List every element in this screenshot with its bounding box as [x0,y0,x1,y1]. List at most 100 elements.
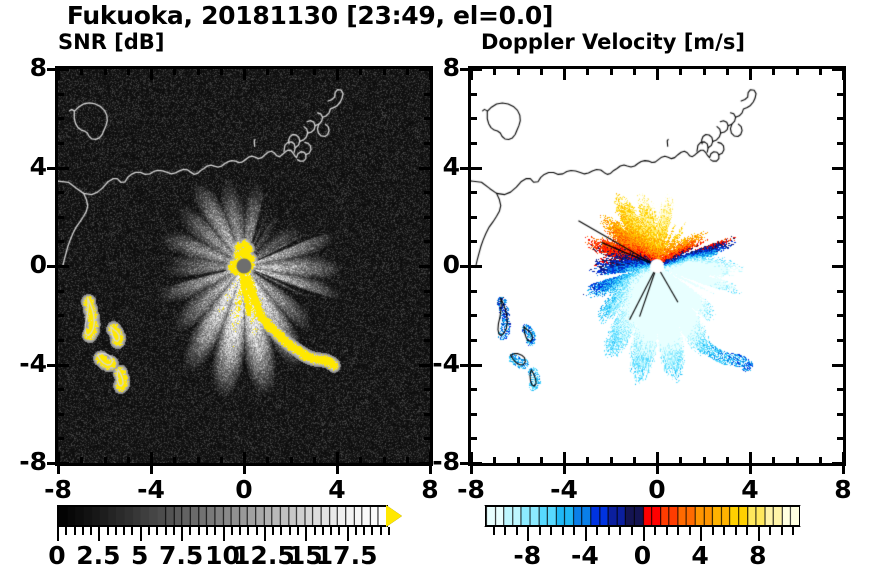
axis-tick [471,216,477,219]
axis-tick [772,69,775,75]
colorbar-tick [619,527,621,535]
axis-tick [58,216,64,219]
colorbar-tick [539,527,541,535]
colorbar-tick [504,527,506,535]
axis-tick [47,68,55,71]
axis-tick [703,457,706,463]
axis-tick [406,69,409,75]
axis-tick [517,457,520,463]
axis-tick [471,290,477,293]
snr-radar-image [58,69,430,463]
y-tick-label: -4 [19,348,47,378]
axis-tick [424,437,430,440]
colorbar-tick [148,527,150,535]
axis-tick [837,117,843,120]
axis-tick [58,388,64,391]
axis-tick [837,142,843,145]
colorbar-tick [256,527,258,535]
axis-tick [313,457,316,463]
axis-tick [197,69,200,75]
axis-tick [837,93,843,96]
axis-tick [104,457,107,463]
doppler-plot-panel[interactable] [468,66,846,466]
colorbar-tick [608,527,610,535]
axis-tick [266,457,269,463]
axis-tick [471,462,482,465]
y-tick-label: -8 [19,447,47,476]
y-tick-label: 8 [442,53,460,82]
axis-tick [470,452,473,463]
axis-tick [383,69,386,75]
colorbar-tick [596,527,598,535]
axis-tick [58,437,64,440]
axis-tick [419,167,430,170]
x-tick-label: -4 [137,475,165,504]
axis-tick [832,68,843,71]
colorbar-tick [57,527,59,541]
axis-tick [471,339,477,342]
axis-tick [424,142,430,145]
colorbar-tick [305,527,307,541]
axis-tick [471,191,477,194]
axis-tick [424,93,430,96]
axis-tick [173,457,176,463]
colorbar-tick [712,527,714,535]
colorbar-tick [735,527,737,535]
axis-tick [563,452,566,463]
axis-tick [842,466,845,474]
axis-tick [471,93,477,96]
colorbar-tick [388,527,390,535]
page-title: Fukuoka, 20181130 [23:49, el=0.0] [66,1,554,30]
colorbar-tick [562,527,564,535]
x-tick-label: -8 [457,475,485,504]
axis-tick [460,364,468,367]
axis-tick [336,466,339,474]
doppler-colorbar-under-arrow [470,505,485,527]
axis-tick [58,167,69,170]
axis-tick [837,191,843,194]
axis-tick [540,69,543,75]
axis-tick [749,452,752,463]
snr-colorbar-over-arrow [386,505,402,527]
axis-tick [58,93,64,96]
colorbar-tick [156,527,158,535]
axis-tick [832,265,843,268]
axis-tick [424,191,430,194]
x-tick-label: 0 [648,475,666,504]
axis-tick [540,457,543,463]
axis-tick [471,142,477,145]
axis-tick [832,364,843,367]
axis-tick [58,339,64,342]
colorbar-tick [82,527,84,535]
axis-tick [633,457,636,463]
colorbar-tick [98,527,100,541]
axis-tick [58,364,69,367]
axis-tick [772,457,775,463]
colorbar-tick [74,527,76,535]
colorbar-tick [206,527,208,535]
colorbar-tick [493,527,495,535]
axis-tick [419,265,430,268]
axis-tick [703,69,706,75]
colorbar-tick [214,527,216,535]
colorbar-tick [516,527,518,535]
colorbar-tick [322,527,324,535]
axis-tick [586,69,589,75]
axis-tick [58,314,64,317]
colorbar-tick-label: 4 [691,541,709,570]
axis-tick [424,388,430,391]
axis-tick [471,68,482,71]
colorbar-tick [654,527,656,535]
colorbar-tick-label: 0 [48,541,66,570]
snr-colorbar[interactable] [57,505,402,531]
colorbar-tick-label: 2.5 [76,541,121,570]
colorbar-tick-label: 5 [131,541,149,570]
y-tick-label: -8 [432,447,460,476]
colorbar-tick [585,527,587,541]
axis-tick [679,457,682,463]
snr-plot-panel[interactable] [55,66,433,466]
doppler-colorbar[interactable] [470,505,815,531]
doppler-panel-title: Doppler Velocity [m/s] [481,30,745,54]
axis-tick [197,457,200,463]
colorbar-tick [769,527,771,535]
